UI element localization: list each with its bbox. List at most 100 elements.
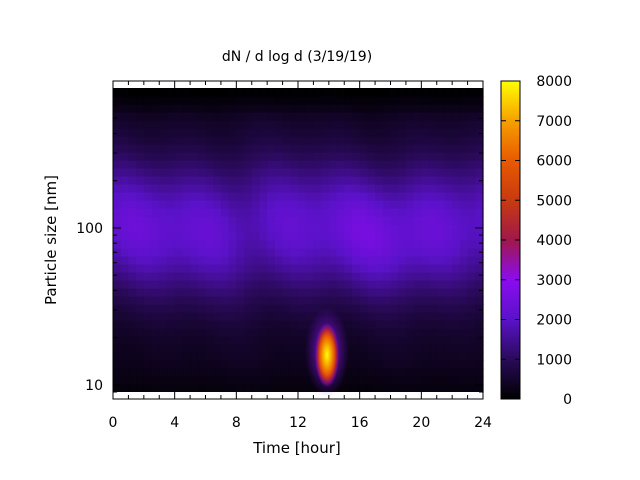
heatmap-cell xyxy=(313,192,322,201)
heatmap-cell xyxy=(336,216,345,225)
heatmap-cell xyxy=(382,280,392,289)
heatmap-cell xyxy=(436,336,446,345)
heatmap-cell xyxy=(336,312,345,321)
heatmap-cell xyxy=(305,192,315,201)
heatmap-cell xyxy=(344,216,353,225)
heatmap-cell xyxy=(166,360,176,369)
heatmap-cell xyxy=(113,160,122,169)
heatmap-cell xyxy=(267,152,276,161)
heatmap-cell xyxy=(220,256,230,265)
heatmap-cell xyxy=(429,208,438,217)
heatmap-cell xyxy=(182,296,191,305)
heatmap-cell xyxy=(313,184,322,193)
heatmap-cell xyxy=(213,96,222,105)
heatmap-cell xyxy=(151,96,160,105)
heatmap-cell xyxy=(290,272,299,281)
heatmap-cell xyxy=(190,88,199,97)
heatmap-cell xyxy=(220,200,230,209)
heatmap-cell xyxy=(166,152,176,161)
heatmap-cell xyxy=(436,88,446,97)
heatmap-cell xyxy=(390,280,399,289)
heatmap-cell xyxy=(159,280,168,289)
heatmap-cell xyxy=(159,128,168,137)
heatmap-cell xyxy=(236,160,245,169)
heatmap-cell xyxy=(205,176,214,185)
heatmap-cell xyxy=(182,104,191,113)
heatmap-cell xyxy=(444,344,453,353)
heatmap-cell xyxy=(452,120,461,129)
heatmap-cell xyxy=(321,200,330,209)
heatmap-cell xyxy=(120,128,130,137)
heatmap-cell xyxy=(367,336,376,345)
heatmap-cell xyxy=(421,376,430,385)
heatmap-cell xyxy=(274,88,284,97)
heatmap-cell xyxy=(459,328,469,337)
heatmap-cell xyxy=(113,264,122,273)
heatmap-cell xyxy=(159,224,168,233)
heatmap-cell xyxy=(244,192,253,201)
heatmap-cell xyxy=(298,368,307,377)
heatmap-cell xyxy=(128,336,137,345)
heatmap-cell xyxy=(282,312,291,321)
heatmap-cell xyxy=(136,128,145,137)
heatmap-cell xyxy=(413,312,422,321)
heatmap-cell xyxy=(359,264,368,273)
heatmap-cell xyxy=(405,320,415,329)
heatmap-cell xyxy=(429,128,438,137)
heatmap-cell xyxy=(351,328,361,337)
heatmap-cell xyxy=(205,312,214,321)
heatmap-cell xyxy=(251,368,261,377)
heatmap-cell xyxy=(328,168,338,177)
heatmap-cell xyxy=(143,248,153,257)
heatmap-cell xyxy=(305,208,315,217)
heatmap-cell xyxy=(190,304,199,313)
heatmap-cell xyxy=(459,176,469,185)
heatmap-cell xyxy=(166,160,176,169)
heatmap-cell xyxy=(436,280,446,289)
heatmap-cell xyxy=(166,376,176,385)
heatmap-cell xyxy=(151,376,160,385)
heatmap-cell xyxy=(166,104,176,113)
heatmap-cell xyxy=(298,312,307,321)
heatmap-cell xyxy=(259,184,268,193)
heatmap-cell xyxy=(182,304,191,313)
heatmap-cell xyxy=(413,256,422,265)
heatmap-cell xyxy=(190,120,199,129)
heatmap-cell xyxy=(182,344,191,353)
heatmap-cell xyxy=(136,184,145,193)
heatmap-cell xyxy=(429,280,438,289)
heatmap-cell xyxy=(128,232,137,241)
heatmap-cell xyxy=(267,88,276,97)
heatmap-cell xyxy=(143,112,153,121)
heatmap-cell xyxy=(344,272,353,281)
heatmap-cell xyxy=(244,88,253,97)
heatmap-cell xyxy=(205,232,214,241)
heatmap-cell xyxy=(228,376,237,385)
heatmap-cell xyxy=(405,112,415,121)
heatmap-cell xyxy=(282,128,291,137)
heatmap-cell xyxy=(259,216,268,225)
heatmap-cell xyxy=(351,128,361,137)
heatmap-cell xyxy=(344,96,353,105)
heatmap-cell xyxy=(213,248,222,257)
heatmap-cell xyxy=(421,192,430,201)
heatmap-cell xyxy=(120,88,130,97)
heatmap-cell xyxy=(236,184,245,193)
heatmap-cell xyxy=(244,256,253,265)
heatmap-cell xyxy=(197,312,207,321)
heatmap-cell xyxy=(282,328,291,337)
heatmap-cell xyxy=(444,376,453,385)
heatmap-cell xyxy=(336,120,345,129)
heatmap-cell xyxy=(228,280,237,289)
heatmap-cell xyxy=(467,280,476,289)
heatmap-cell xyxy=(452,200,461,209)
heatmap-cell xyxy=(236,168,245,177)
heatmap-cell xyxy=(282,320,291,329)
heatmap-cell xyxy=(236,120,245,129)
heatmap-cell xyxy=(444,208,453,217)
heatmap-cell xyxy=(128,328,137,337)
heatmap-cell xyxy=(136,120,145,129)
heatmap-cell xyxy=(359,312,368,321)
heatmap-cell xyxy=(290,160,299,169)
